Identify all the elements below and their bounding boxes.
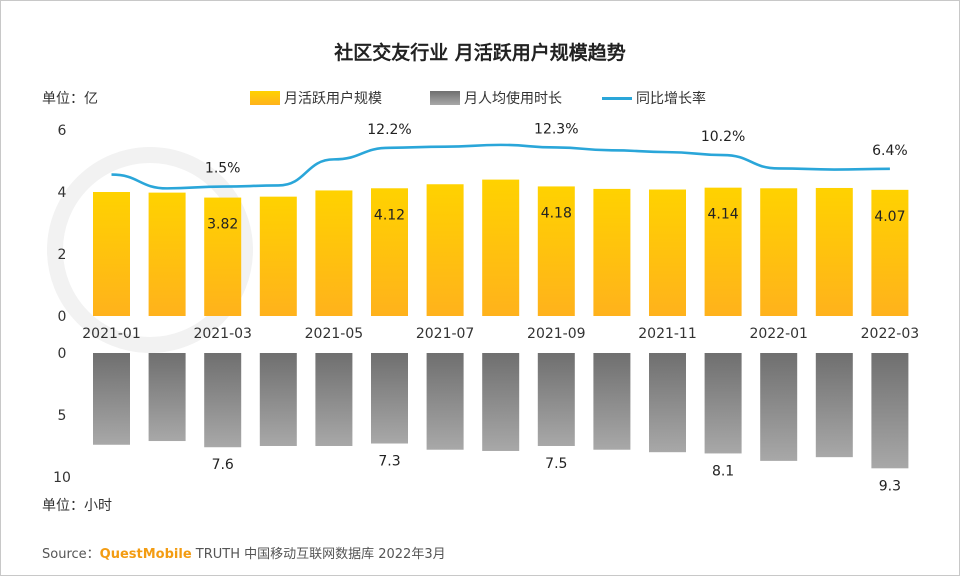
mau-bar: [315, 190, 353, 316]
time-data-label: 9.3: [879, 478, 901, 494]
time-data-label: 7.3: [378, 454, 400, 470]
top-y-tick-label: 4: [58, 185, 67, 201]
legend-item-time: 月人均使用时长: [430, 88, 562, 108]
time-bar: [204, 353, 242, 448]
chart-title: 社区交友行业 月活跃用户规模趋势: [334, 42, 626, 64]
mau-bar: [537, 186, 575, 316]
top-y-tick-label: 6: [58, 123, 67, 139]
legend-item-mau: 月活跃用户规模: [250, 88, 382, 108]
growth-data-label: 6.4%: [872, 143, 908, 159]
growth-data-label: 12.3%: [534, 121, 578, 137]
time-bar: [704, 353, 742, 454]
source-prefix: Source：: [42, 547, 100, 562]
time-data-label: 7.6: [212, 457, 234, 473]
mau-bar: [426, 184, 464, 316]
mau-bar: [93, 192, 130, 316]
watermark-logo-ring: [47, 147, 253, 353]
bottom-unit-label: 单位：小时: [42, 498, 112, 514]
mau-bar: [760, 188, 798, 316]
legend-label-mau: 月活跃用户规模: [284, 91, 382, 107]
source-suffix: TRUTH 中国移动互联网数据库 2022年3月: [191, 547, 446, 562]
time-bar: [371, 353, 408, 444]
mau-data-label: 4.07: [874, 209, 905, 225]
mau-data-label: 4.18: [541, 205, 572, 221]
x-tick-label: 2022-01: [749, 326, 808, 342]
top-unit-label: 单位：亿: [42, 91, 98, 107]
bottom-y-tick-label: 0: [58, 346, 67, 362]
bottom-y-tick-label: 10: [53, 470, 71, 486]
legend-swatch-time: [430, 91, 460, 105]
x-tick-label: 2021-11: [638, 326, 697, 342]
mau-bar: [259, 196, 297, 316]
mau-bar: [148, 192, 186, 316]
time-bar: [259, 353, 297, 446]
x-tick-label: 2021-03: [193, 326, 252, 342]
x-tick-label: 2021-09: [527, 326, 586, 342]
time-bar: [593, 353, 631, 450]
bottom-y-tick-label: 5: [58, 408, 67, 424]
time-bar: [537, 353, 575, 446]
source-brand: QuestMobile: [99, 547, 192, 562]
mau-bar: [371, 188, 408, 316]
mau-bar: [815, 187, 853, 316]
time-bar: [815, 353, 853, 458]
legend-swatch-mau: [250, 91, 280, 105]
growth-data-label: 1.5%: [205, 161, 241, 177]
x-tick-label: 2021-01: [82, 326, 141, 342]
time-bar: [760, 353, 798, 461]
mau-bar: [204, 197, 242, 316]
growth-data-label: 10.2%: [701, 129, 745, 145]
x-tick-label: 2021-05: [305, 326, 364, 342]
growth-line: [111, 143, 890, 190]
mau-data-label: 4.12: [374, 207, 405, 223]
time-data-label: 7.5: [545, 456, 567, 472]
time-bar: [148, 353, 186, 442]
growth-data-label: 12.2%: [367, 122, 411, 138]
legend-item-growth: 同比增长率: [602, 88, 706, 108]
time-data-label: 8.1: [712, 463, 734, 479]
legend-label-growth: 同比增长率: [636, 91, 706, 107]
mau-bar: [704, 187, 742, 316]
x-tick-label: 2022-03: [861, 326, 920, 342]
top-y-tick-label: 2: [58, 247, 67, 263]
mau-bar: [482, 179, 520, 316]
time-bar: [649, 353, 686, 453]
time-bar: [315, 353, 353, 446]
time-bar: [482, 353, 520, 451]
top-y-tick-label: 0: [58, 309, 67, 325]
mau-bar: [871, 189, 909, 316]
mau-bar: [593, 188, 631, 316]
time-bar: [93, 353, 130, 445]
legend-swatch-growth: [602, 96, 632, 100]
time-bar: [871, 353, 909, 469]
mau-data-label: 3.82: [207, 217, 238, 233]
time-bar: [426, 353, 464, 450]
mau-bar: [649, 189, 686, 316]
x-tick-label: 2021-07: [416, 326, 475, 342]
legend-label-time: 月人均使用时长: [464, 91, 562, 107]
mau-data-label: 4.14: [708, 207, 739, 223]
source-line: Source：QuestMobile TRUTH 中国移动互联网数据库 2022…: [42, 543, 446, 562]
